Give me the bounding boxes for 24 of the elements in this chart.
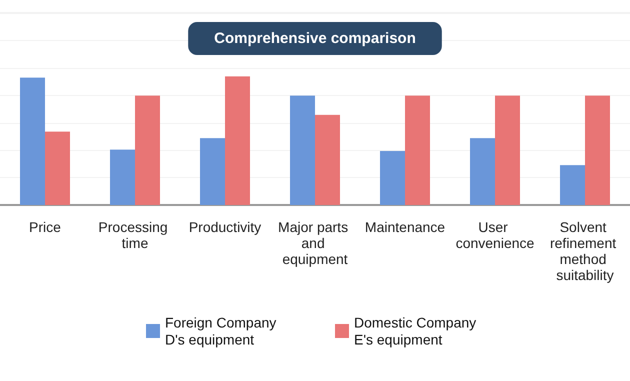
x-tick-label: Solvent refinement method suitability (550, 219, 620, 283)
bar (225, 76, 250, 205)
bar (470, 138, 495, 205)
x-tick-label: User convenience (456, 219, 535, 251)
bar (20, 78, 45, 205)
x-tick-label: Processing time (98, 219, 172, 251)
x-tick-label: Price (29, 219, 62, 235)
bar (290, 96, 315, 205)
bar (560, 165, 585, 205)
chart-title: Comprehensive comparison (214, 30, 416, 47)
bar (45, 132, 70, 205)
legend-label: Domestic Company E's equipment (354, 314, 480, 348)
bar (315, 114, 340, 205)
legend-label: Foreign Company D's equipment (165, 314, 280, 348)
x-tick-label: Maintenance (364, 219, 446, 235)
bar (585, 96, 610, 205)
x-tick-label: Productivity (188, 219, 262, 235)
bar (495, 96, 520, 205)
bar (135, 96, 160, 205)
x-tick-label: Major parts and equipment (278, 219, 352, 267)
bar (110, 150, 135, 205)
bar (380, 150, 405, 205)
bar (405, 96, 430, 205)
bar (200, 138, 225, 205)
